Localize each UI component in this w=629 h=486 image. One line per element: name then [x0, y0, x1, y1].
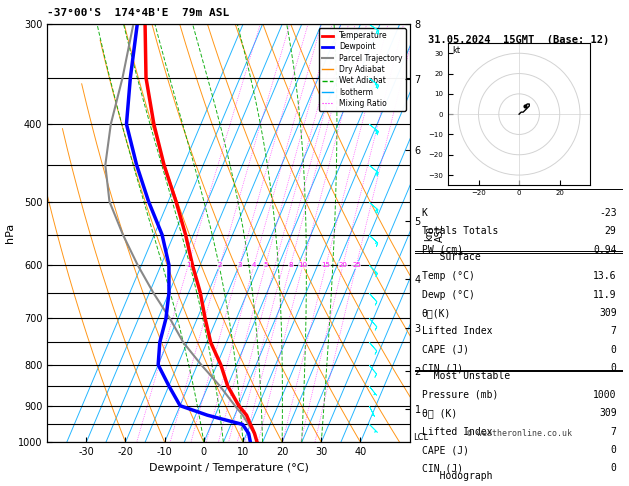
Y-axis label: hPa: hPa — [5, 223, 15, 243]
Text: θᴛ(K): θᴛ(K) — [421, 308, 451, 318]
Text: Totals Totals: Totals Totals — [421, 226, 498, 236]
Text: 31.05.2024  15GMT  (Base: 12): 31.05.2024 15GMT (Base: 12) — [428, 35, 610, 45]
Text: 4: 4 — [252, 262, 256, 268]
Text: 2: 2 — [218, 262, 222, 268]
Text: CIN (J): CIN (J) — [421, 464, 463, 473]
Text: 0: 0 — [611, 345, 616, 355]
Text: 3: 3 — [237, 262, 242, 268]
Text: 8: 8 — [288, 262, 293, 268]
Text: 10: 10 — [298, 262, 308, 268]
Text: 15: 15 — [321, 262, 330, 268]
Text: -23: -23 — [599, 208, 616, 218]
Text: Temp (°C): Temp (°C) — [421, 271, 475, 281]
Text: LCL: LCL — [413, 433, 428, 441]
Text: 0: 0 — [611, 464, 616, 473]
Text: CIN (J): CIN (J) — [421, 363, 463, 373]
Text: 11.9: 11.9 — [593, 290, 616, 300]
X-axis label: Dewpoint / Temperature (°C): Dewpoint / Temperature (°C) — [148, 463, 308, 473]
Text: 7: 7 — [611, 327, 616, 336]
Text: 7: 7 — [611, 427, 616, 436]
Text: CAPE (J): CAPE (J) — [421, 345, 469, 355]
Text: Most Unstable: Most Unstable — [421, 370, 510, 381]
Text: 1000: 1000 — [593, 390, 616, 400]
Text: θᴛ (K): θᴛ (K) — [421, 408, 457, 418]
Text: 5: 5 — [264, 262, 268, 268]
Text: 1: 1 — [186, 262, 191, 268]
Text: Pressure (mb): Pressure (mb) — [421, 390, 498, 400]
Text: 29: 29 — [604, 226, 616, 236]
Text: Lifted Index: Lifted Index — [421, 327, 493, 336]
Text: Surface: Surface — [421, 252, 481, 262]
Text: 0: 0 — [611, 363, 616, 373]
Text: PW (cm): PW (cm) — [421, 244, 463, 255]
Text: 20: 20 — [338, 262, 347, 268]
Text: 0.94: 0.94 — [593, 244, 616, 255]
Y-axis label: km
ASL: km ASL — [424, 224, 445, 243]
Text: 25: 25 — [352, 262, 361, 268]
Text: CAPE (J): CAPE (J) — [421, 445, 469, 455]
Text: 13.6: 13.6 — [593, 271, 616, 281]
Text: Hodograph: Hodograph — [421, 471, 493, 481]
Text: Lifted Index: Lifted Index — [421, 427, 493, 436]
Text: 0: 0 — [611, 445, 616, 455]
Text: 309: 309 — [599, 408, 616, 418]
Text: -37°00'S  174°4B'E  79m ASL: -37°00'S 174°4B'E 79m ASL — [47, 8, 230, 18]
Text: K: K — [421, 208, 428, 218]
Legend: Temperature, Dewpoint, Parcel Trajectory, Dry Adiabat, Wet Adiabat, Isotherm, Mi: Temperature, Dewpoint, Parcel Trajectory… — [319, 28, 406, 111]
Text: 309: 309 — [599, 308, 616, 318]
Text: © weatheronline.co.uk: © weatheronline.co.uk — [467, 429, 572, 438]
Text: Dewp (°C): Dewp (°C) — [421, 290, 475, 300]
